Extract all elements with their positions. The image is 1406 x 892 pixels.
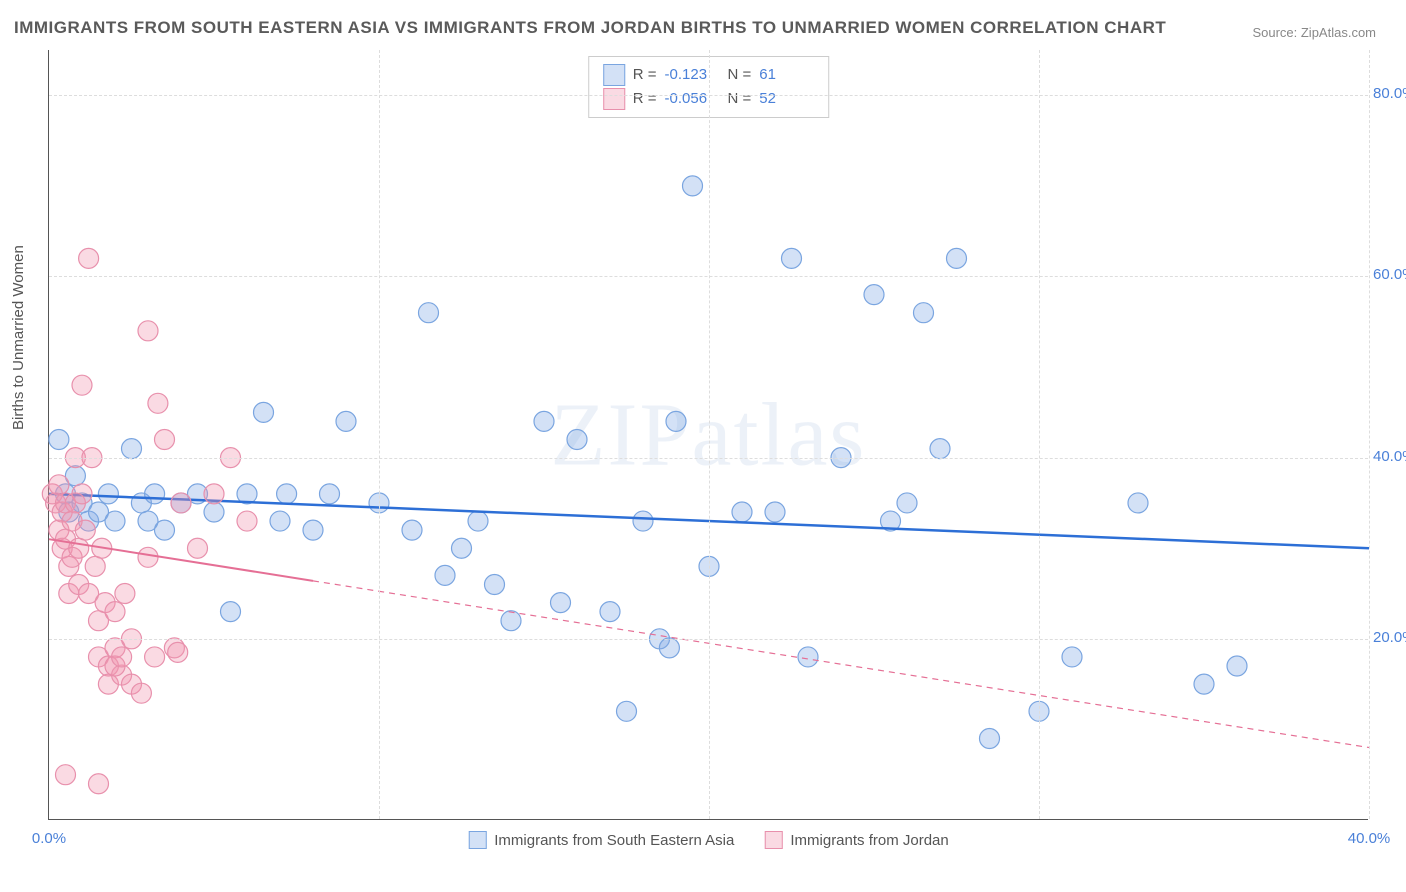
series-a-name: Immigrants from South Eastern Asia <box>494 832 734 849</box>
y-tick-label: 60.0% <box>1373 266 1406 283</box>
y-axis-label: Births to Unmarried Women <box>10 245 27 430</box>
series-b-name: Immigrants from Jordan <box>790 832 948 849</box>
y-tick-label: 20.0% <box>1373 629 1406 646</box>
r-value-b: -0.056 <box>665 87 720 111</box>
legend-item-b: Immigrants from Jordan <box>764 831 948 849</box>
y-tick-label: 40.0% <box>1373 448 1406 465</box>
r-value-a: -0.123 <box>665 63 720 87</box>
swatch-small-b <box>764 831 782 849</box>
n-label: N = <box>728 87 752 111</box>
swatch-series-a <box>603 64 625 86</box>
x-tick-label: 0.0% <box>32 830 66 847</box>
series-legend: Immigrants from South Eastern Asia Immig… <box>468 831 949 849</box>
n-value-a: 61 <box>759 63 814 87</box>
y-tick-label: 80.0% <box>1373 85 1406 102</box>
r-label: R = <box>633 63 657 87</box>
n-label: N = <box>728 63 752 87</box>
source-attribution: Source: ZipAtlas.com <box>1252 25 1376 40</box>
swatch-small-a <box>468 831 486 849</box>
n-value-b: 52 <box>759 87 814 111</box>
legend-item-a: Immigrants from South Eastern Asia <box>468 831 734 849</box>
x-tick-label: 40.0% <box>1348 830 1391 847</box>
r-label: R = <box>633 87 657 111</box>
chart-plot-area: ZIPatlas R = -0.123 N = 61 R = -0.056 N … <box>48 50 1368 820</box>
swatch-series-b <box>603 88 625 110</box>
chart-title: IMMIGRANTS FROM SOUTH EASTERN ASIA VS IM… <box>14 18 1166 38</box>
